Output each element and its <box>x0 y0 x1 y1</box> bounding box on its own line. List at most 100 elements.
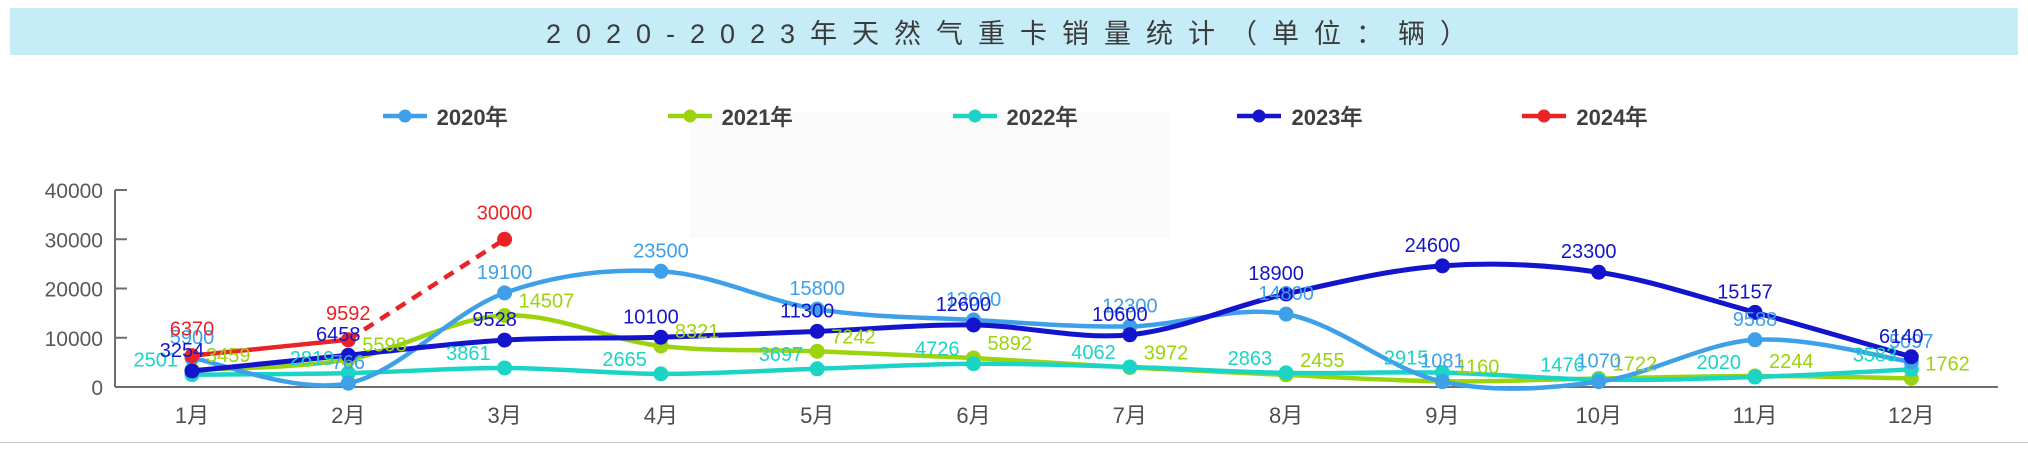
data-point <box>653 263 669 279</box>
data-label: 14800 <box>1258 283 1314 305</box>
watermark-patch <box>690 112 1170 238</box>
x-axis-label: 11月 <box>1733 403 1778 428</box>
x-axis-label: 8月 <box>1269 403 1303 428</box>
legend-label: 2021年 <box>721 105 793 130</box>
data-label: 23300 <box>1561 241 1617 263</box>
data-label: 6140 <box>1879 326 1924 348</box>
legend-marker-icon <box>1522 109 1567 123</box>
data-label: 5097 <box>1889 331 1934 353</box>
legend-label: 2023年 <box>1291 105 1363 130</box>
data-label: 14507 <box>519 291 575 313</box>
data-point <box>1122 359 1138 375</box>
series-2021-labels: 3459 5598 14507 8321 7242 5892 3972 2455 1160 172… <box>206 291 1970 379</box>
x-axis-label: 10月 <box>1575 403 1621 428</box>
data-label: 7242 <box>831 326 876 348</box>
legend-label: 2020年 <box>436 105 508 130</box>
x-axis-label: 1月 <box>175 403 209 428</box>
x-axis-label: 9月 <box>1425 403 1459 428</box>
data-point <box>1747 369 1763 385</box>
data-point <box>497 332 513 348</box>
data-label: 2244 <box>1769 351 1814 373</box>
data-point <box>497 231 513 247</box>
series-2021 <box>184 308 1919 389</box>
data-label: 6458 <box>316 324 361 346</box>
data-label: 19100 <box>477 262 533 284</box>
data-label: 5598 <box>362 334 407 356</box>
data-label: 1160 <box>1456 356 1499 378</box>
data-label: 766 <box>332 352 365 374</box>
y-axis-label: 30000 <box>45 229 103 252</box>
data-label: 18900 <box>1248 263 1304 285</box>
data-label: 2501 <box>134 350 179 372</box>
data-point <box>809 323 825 339</box>
legend-label: 2022年 <box>1006 105 1078 130</box>
data-label: 3697 <box>759 344 804 366</box>
x-axis-label: 7月 <box>1113 403 1147 428</box>
series-2023-labels: 3254 6458 9528 10100 11300 12600 10600 18900 246… <box>160 235 1924 362</box>
chart-svg: 0 10000 20000 30000 40000 1月 2月 3月 4月 5月 6月 7月 8月 9月 1… <box>45 180 1998 428</box>
data-label: 3459 <box>206 345 251 367</box>
data-point <box>1591 374 1607 390</box>
data-point <box>497 360 513 376</box>
legend-marker-icon <box>382 109 427 123</box>
data-label: 12300 <box>1102 295 1158 317</box>
data-label: 10600 <box>1092 304 1148 326</box>
series-2023 <box>184 258 1919 379</box>
data-point <box>809 301 825 317</box>
data-label: 5892 <box>988 333 1033 355</box>
data-label: 2665 <box>602 349 647 371</box>
data-point <box>809 361 825 377</box>
x-axis-label: 4月 <box>644 403 678 428</box>
data-label: 1476 <box>1540 355 1585 377</box>
series-2024 <box>184 231 513 364</box>
data-point <box>1122 327 1138 343</box>
data-label: 9592 <box>326 303 371 325</box>
data-label: 15800 <box>789 278 845 300</box>
legend-item-2021: 2021年 <box>666 100 793 132</box>
data-point <box>1434 374 1450 390</box>
data-label: 1070 <box>1576 351 1621 373</box>
y-axis-label: 0 <box>91 377 103 400</box>
data-label: 3583 <box>1853 344 1898 366</box>
legend-marker-icon <box>667 109 712 123</box>
data-point <box>1903 349 1919 365</box>
data-label: 4726 <box>915 339 960 361</box>
data-label: 6370 <box>170 319 215 341</box>
data-point <box>1591 264 1607 280</box>
x-axis-label: 12月 <box>1888 403 1934 428</box>
data-label: 1081 <box>1420 351 1465 373</box>
data-label: 24600 <box>1405 235 1461 257</box>
data-point <box>1747 304 1763 320</box>
data-label: 2020 <box>1697 352 1742 374</box>
legend-item-2020: 2020年 <box>381 100 508 132</box>
data-label: 23500 <box>633 240 689 262</box>
axes: 0 10000 20000 30000 40000 1月 2月 3月 4月 5月 6月 7月 8月 9月 1… <box>45 180 1998 428</box>
data-point <box>653 329 669 345</box>
data-point <box>809 343 825 359</box>
data-label: 2863 <box>1228 348 1273 370</box>
data-point <box>1434 258 1450 274</box>
data-label: 13600 <box>946 289 1002 311</box>
legend-item-2022: 2022年 <box>951 100 1078 132</box>
data-point <box>184 363 200 379</box>
series-2022-labels: 2501 2819 3861 2665 3697 4726 4062 2863 2915 1476… <box>134 339 1898 377</box>
chart: 0 10000 20000 30000 40000 1月 2月 3月 4月 5月 6月 7月 8月 9月 1… <box>0 135 2028 449</box>
data-label: 15157 <box>1717 281 1773 303</box>
data-label: 5900 <box>170 327 215 349</box>
data-label: 10100 <box>623 306 679 328</box>
legend-marker-icon <box>952 109 997 123</box>
data-point <box>340 347 356 363</box>
data-point <box>966 356 981 372</box>
y-axis-label: 20000 <box>45 279 103 302</box>
data-point <box>1278 365 1294 381</box>
data-point <box>340 375 356 391</box>
x-axis-label: 2月 <box>331 403 365 428</box>
data-point <box>966 317 981 333</box>
data-point <box>340 332 356 348</box>
data-label: 2915 <box>1384 348 1429 370</box>
data-label: 3254 <box>160 340 205 362</box>
data-label: 2819 <box>290 348 335 370</box>
data-label: 1762 <box>1925 353 1970 375</box>
title-banner: 2020-2023年天然气重卡销量统计（单位：辆） <box>10 8 2018 55</box>
